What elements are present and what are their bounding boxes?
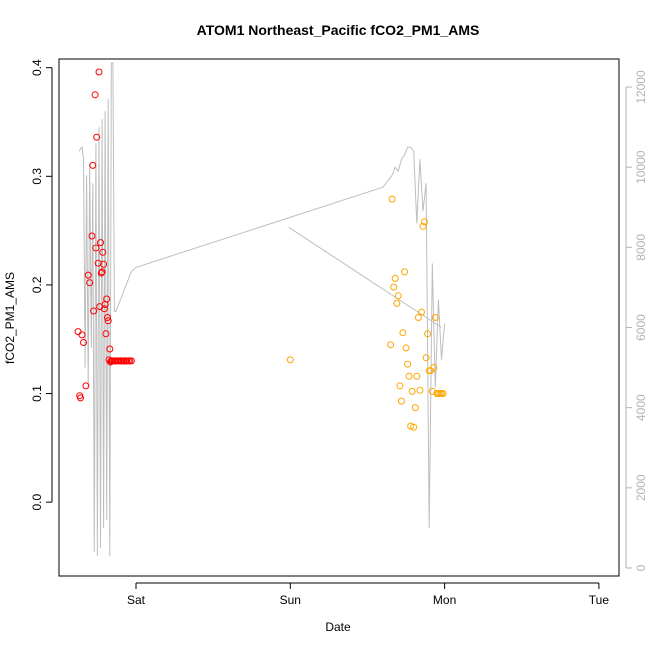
data-point — [92, 244, 100, 252]
data-point — [397, 397, 405, 405]
data-point — [95, 68, 103, 76]
data-point — [106, 345, 114, 353]
data-point — [90, 307, 98, 315]
x-axis-label: Date — [325, 620, 351, 634]
data-point — [104, 314, 111, 321]
plot-frame — [58, 58, 620, 577]
data-point — [394, 292, 402, 300]
data-point — [97, 269, 105, 277]
x-axis: Sat Sun Mon Tue — [127, 582, 610, 607]
data-point — [413, 372, 421, 380]
data-point — [422, 354, 430, 362]
data-point — [404, 360, 412, 368]
y-axis-right: 0 2000 4000 6000 8000 10000 12000 — [625, 70, 648, 571]
y-tick-label: 0.0 — [30, 493, 44, 510]
data-point — [102, 330, 110, 338]
data-point — [416, 386, 424, 394]
data-point — [80, 339, 87, 346]
x-tick-label: Sat — [127, 593, 146, 607]
x-tick-label: Tue — [589, 593, 610, 607]
data-point — [74, 328, 82, 336]
data-point — [411, 404, 419, 412]
y-axis-label: fCO2_PM1_AMS — [3, 272, 17, 364]
data-point — [84, 271, 92, 279]
data-point — [127, 357, 135, 365]
y2-tick-label: 6000 — [634, 314, 648, 341]
data-point — [89, 161, 97, 169]
data-point — [391, 274, 399, 282]
y2-tick-label: 2000 — [634, 474, 648, 501]
data-point — [396, 382, 404, 390]
data-point — [82, 382, 90, 390]
line-series-path — [78, 62, 446, 557]
data-point — [402, 344, 410, 352]
y2-tick-label: 10000 — [634, 150, 648, 184]
y2-tick-label: 8000 — [634, 234, 648, 261]
data-point — [103, 295, 111, 303]
data-point — [424, 330, 432, 338]
data-point — [399, 329, 407, 337]
data-point — [86, 279, 94, 287]
data-point — [78, 331, 86, 339]
data-point — [414, 314, 422, 321]
data-point — [408, 387, 416, 395]
y-axis-left: 0.0 0.1 0.2 0.3 0.4 — [30, 59, 53, 510]
data-point — [421, 218, 428, 226]
data-point — [98, 268, 106, 276]
x-tick-label: Mon — [433, 593, 456, 607]
data-point — [91, 91, 99, 99]
gray-line-series — [78, 62, 446, 557]
line-series-diagonal — [288, 226, 442, 328]
data-point — [100, 305, 108, 313]
data-point — [99, 248, 107, 256]
y2-tick-label: 12000 — [634, 70, 648, 104]
y-tick-label: 0.4 — [30, 59, 44, 76]
data-point — [419, 222, 427, 230]
x-tick-label: Sun — [280, 593, 301, 607]
data-point — [401, 268, 408, 276]
data-point — [387, 341, 395, 349]
y-tick-label: 0.2 — [30, 276, 44, 293]
data-point — [410, 423, 418, 431]
data-point — [407, 422, 415, 430]
data-point — [390, 283, 398, 291]
data-point — [388, 195, 396, 203]
data-point — [431, 314, 439, 321]
data-point — [100, 260, 108, 268]
data-point — [104, 317, 112, 325]
y2-tick-label: 0 — [634, 564, 648, 571]
data-point — [393, 299, 401, 307]
y-tick-label: 0.3 — [30, 168, 44, 185]
data-point — [430, 364, 438, 371]
data-point — [286, 356, 294, 364]
data-point — [88, 232, 96, 240]
data-point — [93, 133, 101, 141]
data-point — [405, 372, 413, 380]
scatter-points — [74, 68, 447, 431]
data-point — [439, 390, 447, 397]
y2-tick-label: 4000 — [634, 394, 648, 421]
y-tick-label: 0.1 — [30, 385, 44, 402]
chart-title: ATOM1 Northeast_Pacific fCO2_PM1_AMS — [197, 22, 480, 38]
data-point — [77, 394, 84, 402]
data-point — [418, 308, 425, 316]
data-point — [97, 239, 104, 247]
